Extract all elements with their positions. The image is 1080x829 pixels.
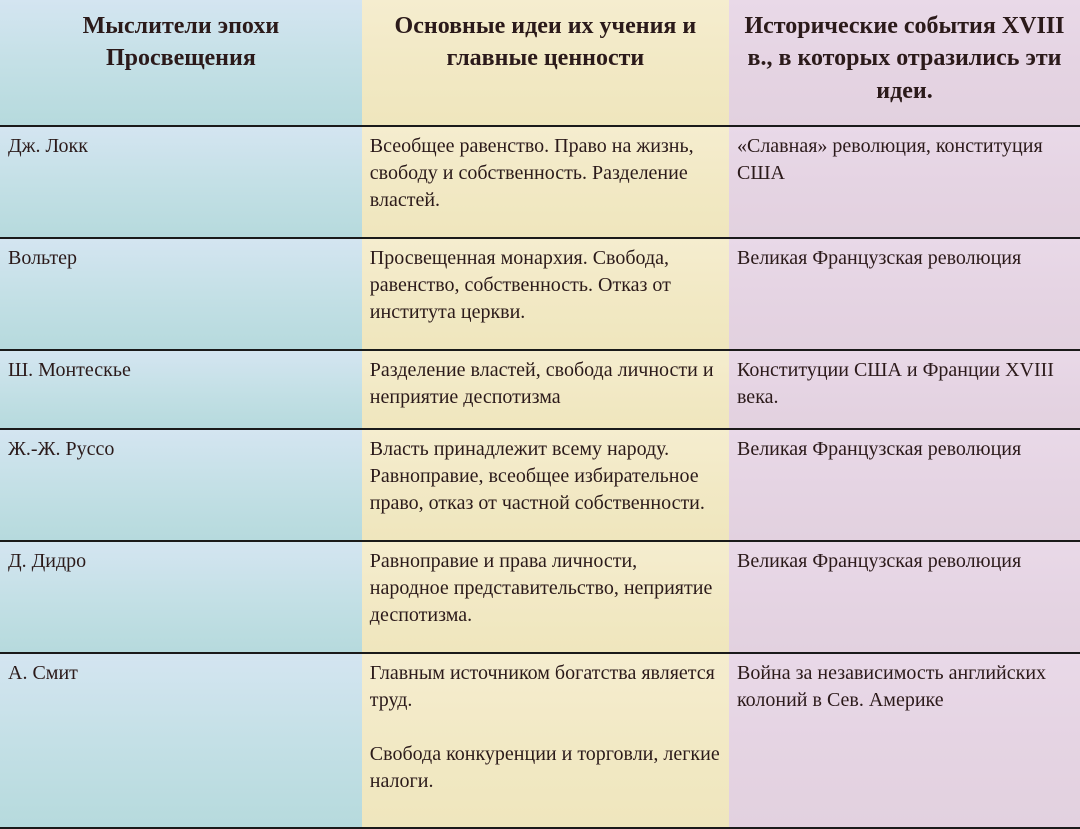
- table-row: Ш. МонтескьеРазделение властей, свобода …: [0, 350, 1080, 430]
- cell-ideas: Главным источником богатства является тр…: [362, 653, 729, 828]
- cell-events: «Славная» революция, конституция США: [729, 126, 1080, 238]
- cell-events: Великая Французская революция: [729, 541, 1080, 653]
- table-body: Дж. ЛоккВсеобщее равенство. Право на жиз…: [0, 126, 1080, 828]
- cell-ideas: Власть принадлежит всему народу. Равнопр…: [362, 429, 729, 541]
- table-row: Д. ДидроРавноправие и права личности, на…: [0, 541, 1080, 653]
- table-row: Дж. ЛоккВсеобщее равенство. Право на жиз…: [0, 126, 1080, 238]
- cell-events: Великая Французская революция: [729, 238, 1080, 350]
- cell-thinker: Вольтер: [0, 238, 362, 350]
- table-row: А. СмитГлавным источником богатства явля…: [0, 653, 1080, 828]
- cell-thinker: А. Смит: [0, 653, 362, 828]
- column-header-events: Исторические события XVIII в., в которых…: [729, 0, 1080, 126]
- cell-events: Великая Французская революция: [729, 429, 1080, 541]
- table-header-row: Мыслители эпохи Просвещения Основные иде…: [0, 0, 1080, 126]
- cell-ideas: Разделение властей, свобода личности и н…: [362, 350, 729, 430]
- column-header-ideas: Основные идеи их учения и главные ценнос…: [362, 0, 729, 126]
- cell-ideas: Равноправие и права личности, народное п…: [362, 541, 729, 653]
- cell-thinker: Д. Дидро: [0, 541, 362, 653]
- table-row: ВольтерПросвещенная монархия. Свобода, р…: [0, 238, 1080, 350]
- enlightenment-table: Мыслители эпохи Просвещения Основные иде…: [0, 0, 1080, 829]
- cell-ideas: Просвещенная монархия. Свобода, равенств…: [362, 238, 729, 350]
- cell-ideas: Всеобщее равенство. Право на жизнь, своб…: [362, 126, 729, 238]
- column-header-thinkers: Мыслители эпохи Просвещения: [0, 0, 362, 126]
- cell-thinker: Дж. Локк: [0, 126, 362, 238]
- cell-thinker: Ш. Монтескье: [0, 350, 362, 430]
- cell-events: Конституции США и Франции XVIII века.: [729, 350, 1080, 430]
- cell-events: Война за независимость английских колони…: [729, 653, 1080, 828]
- table-row: Ж.-Ж. РуссоВласть принадлежит всему наро…: [0, 429, 1080, 541]
- cell-thinker: Ж.-Ж. Руссо: [0, 429, 362, 541]
